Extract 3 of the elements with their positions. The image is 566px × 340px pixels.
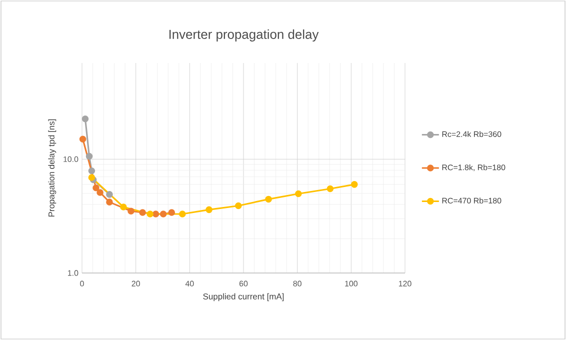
- x-axis-title: Supplied current [mA]: [203, 293, 284, 302]
- y-axis-title: Propagation delay tpd [ns]: [48, 119, 56, 217]
- chart-title: Inverter propagation delay: [169, 29, 319, 42]
